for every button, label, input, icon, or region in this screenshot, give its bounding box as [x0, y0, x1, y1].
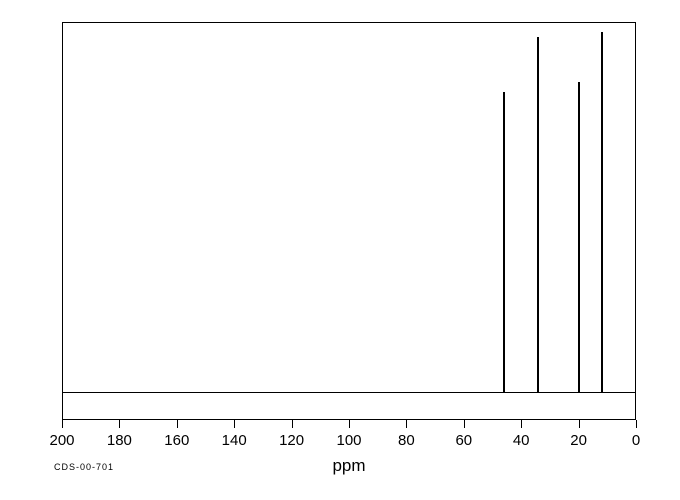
- x-tick: [292, 420, 293, 428]
- x-tick: [177, 420, 178, 428]
- x-tick-label: 180: [107, 432, 132, 449]
- x-tick-label: 100: [336, 432, 361, 449]
- x-tick-label: 60: [455, 432, 472, 449]
- x-tick: [636, 420, 637, 428]
- x-tick-label: 120: [279, 432, 304, 449]
- x-tick: [234, 420, 235, 428]
- peak-1: [537, 37, 539, 392]
- x-tick: [464, 420, 465, 428]
- x-tick-label: 40: [513, 432, 530, 449]
- peak-0: [503, 92, 505, 392]
- x-tick-label: 200: [49, 432, 74, 449]
- nmr-spectrum-container: 200180160140120100806040200ppmCDS-00-701: [0, 0, 680, 500]
- x-axis-label: ppm: [332, 456, 365, 476]
- x-tick-label: 20: [570, 432, 587, 449]
- x-tick: [579, 420, 580, 428]
- x-tick-label: 80: [398, 432, 415, 449]
- peak-2: [578, 82, 580, 392]
- x-tick-label: 140: [222, 432, 247, 449]
- x-tick-label: 160: [164, 432, 189, 449]
- x-tick: [406, 420, 407, 428]
- peak-3: [601, 32, 603, 392]
- plot-area: [62, 22, 636, 420]
- x-tick: [521, 420, 522, 428]
- footer-code: CDS-00-701: [54, 462, 114, 472]
- x-tick-label: 0: [632, 432, 640, 449]
- x-tick: [62, 420, 63, 428]
- x-tick: [349, 420, 350, 428]
- x-tick: [119, 420, 120, 428]
- baseline: [63, 392, 635, 393]
